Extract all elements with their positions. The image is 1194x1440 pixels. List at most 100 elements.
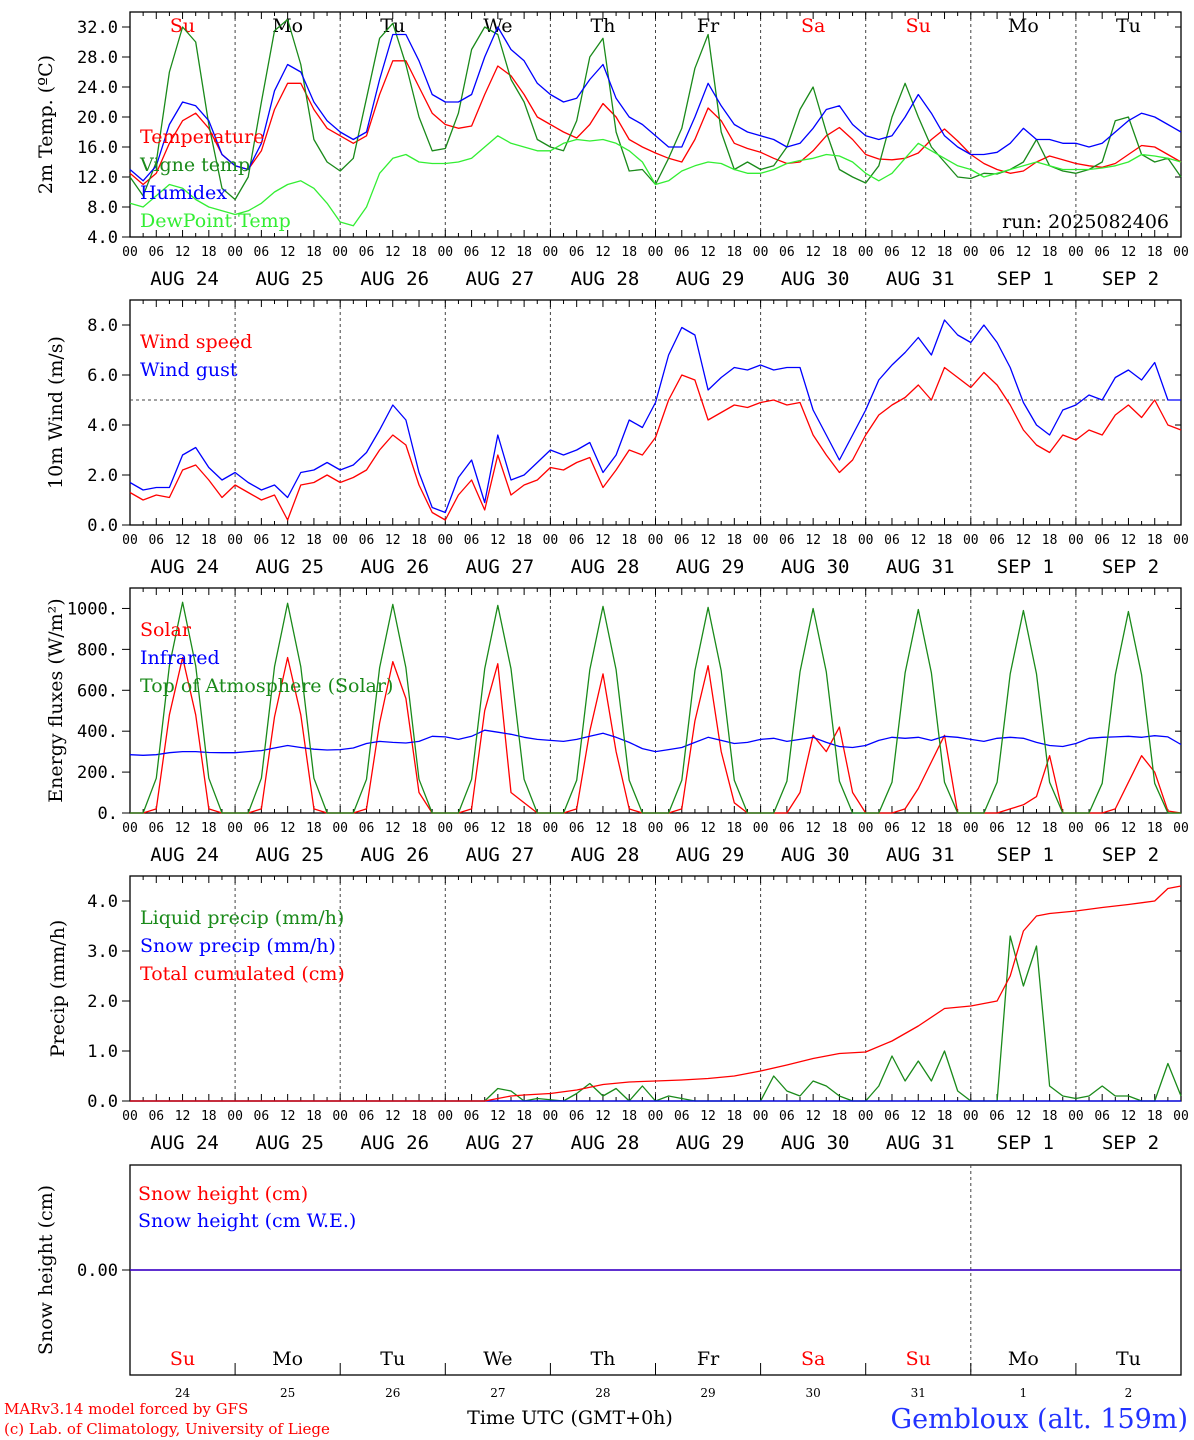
date-label: AUG 24 [150, 268, 219, 290]
hour-tick-label: 06 [989, 533, 1005, 548]
hour-tick-label: 06 [359, 821, 375, 836]
hour-tick-label: 12 [910, 533, 926, 548]
day-number-label: 30 [806, 1386, 821, 1400]
hour-tick-label: 12 [595, 821, 611, 836]
hour-tick-label: 06 [989, 1109, 1005, 1124]
hour-tick-label: 12 [700, 245, 716, 260]
hour-tick-label: 12 [490, 245, 506, 260]
date-label: AUG 25 [255, 268, 324, 290]
hour-tick-label: 00 [753, 245, 769, 260]
date-label: AUG 31 [886, 1132, 955, 1154]
date-label: SEP 2 [1102, 844, 1159, 866]
hour-tick-label: 06 [254, 821, 270, 836]
hour-tick-label: 18 [937, 821, 953, 836]
hour-tick-label: 00 [227, 821, 243, 836]
date-label: SEP 1 [997, 556, 1054, 578]
hour-tick-label: 12 [700, 1109, 716, 1124]
panel-3: 00 06 12 18 00 06 12 18 00 06 12 18 00 06 12 18 00 06 12 18… [45, 587, 1189, 866]
hour-tick-label: 06 [359, 1109, 375, 1124]
day-name-label: Th [590, 1348, 615, 1370]
hour-tick-label: 12 [805, 533, 821, 548]
hour-tick-label: 00 [1068, 245, 1084, 260]
hour-tick-label: 12 [910, 1109, 926, 1124]
date-label: AUG 27 [466, 556, 535, 578]
hour-tick-label: 12 [490, 821, 506, 836]
legend-entry: Wind gust [140, 359, 238, 381]
day-name-label: Sa [801, 15, 825, 37]
date-label: AUG 26 [360, 268, 429, 290]
date-label: AUG 28 [571, 556, 640, 578]
hour-tick-label: 18 [937, 245, 953, 260]
hour-tick-label: 00 [858, 821, 874, 836]
day-name-label: Mo [1008, 15, 1039, 37]
hour-tick-label: 18 [937, 533, 953, 548]
hour-tick-label: 06 [464, 821, 480, 836]
day-name-label: Tu [380, 1348, 405, 1370]
date-label: SEP 1 [997, 1132, 1054, 1154]
y-tick-label: 0. [98, 804, 118, 824]
hour-tick-label: 06 [148, 533, 164, 548]
hour-tick-label: 12 [1121, 821, 1137, 836]
hour-tick-label: 00 [437, 821, 453, 836]
y-tick-label: 8.0 [87, 316, 118, 336]
y-tick-label: 0.0 [87, 1092, 118, 1112]
hour-tick-label: 12 [700, 821, 716, 836]
hour-tick-label: 18 [516, 533, 532, 548]
legend-entry: Total cumulated (cm) [140, 963, 345, 985]
y-tick-label: 200. [77, 763, 118, 783]
footer: MARv3.14 model forced by GFS (c) Lab. of… [4, 1400, 1188, 1438]
hour-tick-label: 06 [464, 245, 480, 260]
y-axis-label: Snow height (cm) [35, 1185, 57, 1355]
hour-tick-label: 06 [884, 1109, 900, 1124]
hour-tick-label: 06 [254, 1109, 270, 1124]
hour-tick-label: 12 [1016, 821, 1032, 836]
hour-tick-label: 18 [1147, 245, 1163, 260]
y-tick-label: 4.0 [87, 416, 118, 436]
date-label: AUG 27 [466, 268, 535, 290]
legend-entry: Wind speed [140, 331, 252, 353]
hour-tick-label: 06 [674, 821, 690, 836]
hour-tick-label: 06 [989, 245, 1005, 260]
credit-line-2: (c) Lab. of Climatology, University of L… [4, 1420, 330, 1438]
hour-tick-label: 00 [648, 533, 664, 548]
hour-tick-label: 18 [516, 1109, 532, 1124]
hour-tick-label: 12 [1121, 533, 1137, 548]
day-name-label: Mo [1008, 1348, 1039, 1370]
y-tick-label: 400. [77, 722, 118, 742]
hour-tick-label: 18 [726, 245, 742, 260]
date-label: AUG 27 [466, 844, 535, 866]
hour-tick-label: 06 [884, 821, 900, 836]
series-line-top-of-atmosphere-solar [130, 601, 1181, 814]
hour-tick-label: 12 [385, 1109, 401, 1124]
date-label: AUG 25 [255, 1132, 324, 1154]
hour-tick-label: 06 [674, 533, 690, 548]
hour-tick-label: 18 [411, 245, 427, 260]
hour-tick-label: 06 [254, 245, 270, 260]
hour-tick-label: 06 [359, 533, 375, 548]
date-label: AUG 24 [150, 1132, 219, 1154]
hour-tick-label: 00 [227, 245, 243, 260]
day-name-label: Su [170, 1348, 195, 1370]
hour-tick-label: 00 [1068, 533, 1084, 548]
hour-tick-label: 06 [569, 821, 585, 836]
hour-tick-label: 18 [1147, 821, 1163, 836]
series-line-wind-speed [129, 366, 1182, 521]
day-name-label: Tu [1116, 1348, 1141, 1370]
y-tick-label: 16.0 [77, 138, 118, 158]
hour-tick-label: 12 [280, 1109, 296, 1124]
hour-tick-label: 12 [280, 821, 296, 836]
run-label: run: 2025082406 [1002, 211, 1169, 233]
hour-tick-label: 06 [674, 1109, 690, 1124]
hour-tick-label: 00 [543, 533, 559, 548]
panel-1: 00 06 12 18 00 06 12 18 00 06 12 18 00 06 12 18 00 06 12 18… [35, 11, 1189, 290]
date-label: AUG 30 [781, 1132, 850, 1154]
hour-tick-label: 00 [332, 533, 348, 548]
hour-tick-label: 12 [910, 821, 926, 836]
day-number-label: 24 [175, 1386, 191, 1400]
hour-tick-label: 00 [963, 821, 979, 836]
day-number-label: 28 [595, 1386, 610, 1400]
hour-tick-label: 06 [148, 821, 164, 836]
plot-frame [129, 11, 1182, 238]
day-number-label: 25 [280, 1386, 295, 1400]
